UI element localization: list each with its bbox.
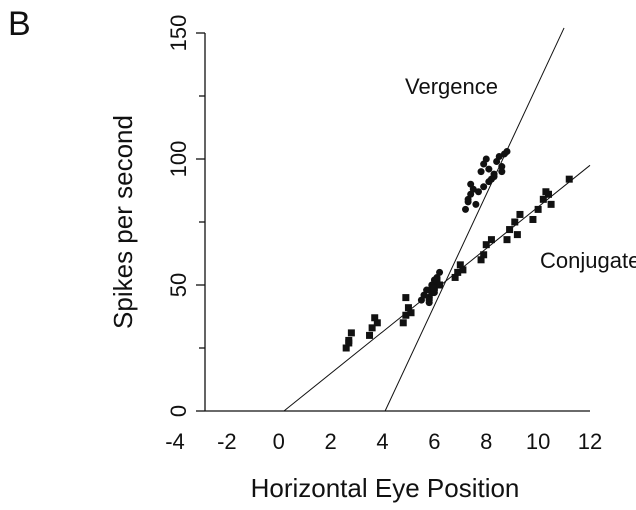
point [347,329,355,337]
series-label: Vergence [405,74,498,99]
point [428,289,436,297]
point [547,200,555,208]
point [404,304,412,312]
point [456,261,464,269]
point [503,236,511,244]
point [485,178,493,186]
fit-line [384,27,565,412]
y-tick-label: 100 [166,141,191,178]
point [477,256,485,264]
x-tick-label: -2 [217,429,237,454]
point [542,188,550,196]
x-tick-label: -4 [165,429,185,454]
x-tick-label: 10 [526,429,550,454]
point [462,205,469,213]
x-tick-label: 12 [578,429,602,454]
point [487,236,495,244]
point [399,319,407,327]
point [454,268,462,276]
point [485,165,493,173]
point [451,273,459,281]
series-label: Conjugate [540,248,636,273]
point [436,281,444,289]
point [477,168,485,176]
y-tick-label: 50 [166,273,191,297]
y-tick-label: 150 [166,15,191,52]
x-tick-label: 0 [273,429,285,454]
point [565,175,573,183]
point [430,284,438,292]
point [467,180,475,188]
point [480,251,488,259]
point [373,319,381,327]
point [498,163,506,171]
point [366,331,374,339]
panel-label: B [8,5,31,43]
y-axis-label: Spikes per second [108,115,138,329]
point [480,183,488,191]
point [407,309,415,317]
x-tick-label: 4 [376,429,388,454]
point [472,200,480,208]
point [425,294,433,302]
point [474,188,482,196]
point [433,276,441,284]
point [482,155,490,163]
point [511,218,519,226]
point [482,241,490,249]
x-tick-label: 2 [325,429,337,454]
point [490,173,498,181]
point [368,324,376,332]
x-axis-label: Horizontal Eye Position [251,473,520,503]
point [503,147,511,155]
point [498,168,506,176]
point [345,339,353,347]
point [459,266,467,274]
point [534,205,542,213]
x-tick-label: 6 [428,429,440,454]
point [506,226,514,234]
x-tick-label: 8 [480,429,492,454]
point [513,231,521,239]
point [529,215,537,223]
point [371,314,379,322]
point [436,268,444,276]
point [516,210,524,218]
point [402,311,410,319]
point [464,198,472,206]
point [342,344,350,352]
point [539,195,547,203]
point [495,152,503,160]
y-tick-label: 0 [166,405,191,417]
point [402,294,410,302]
